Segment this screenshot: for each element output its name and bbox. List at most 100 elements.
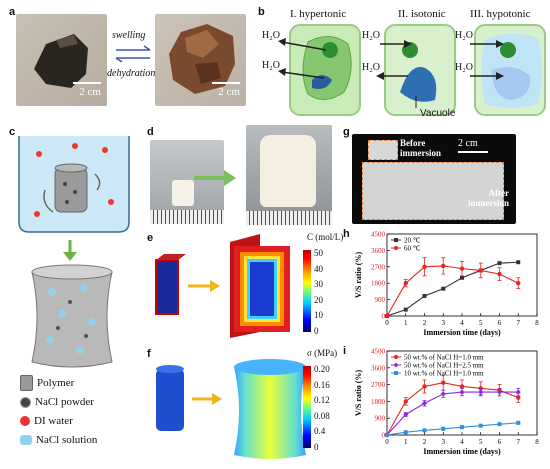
- legend-label: 20 ℃: [404, 237, 421, 245]
- legend-label: 60 ℃: [404, 245, 421, 253]
- legend-nacl-powder: NaCl powder: [20, 396, 94, 408]
- x-tick-label: 0: [385, 438, 389, 446]
- data-point: [441, 426, 446, 431]
- after-photo: [246, 125, 332, 225]
- data-point: [496, 389, 503, 395]
- data-point: [478, 268, 483, 273]
- swollen-sample-image: [169, 24, 235, 94]
- colorbar-title: C (mol/L): [307, 232, 344, 242]
- data-point: [403, 430, 408, 435]
- panel-label-g: g: [343, 126, 350, 138]
- data-point: [422, 428, 427, 433]
- y-tick-label: 0: [382, 313, 386, 321]
- swollen-sample: [260, 135, 316, 207]
- x-tick-label: 2: [423, 438, 427, 446]
- down-arrow: [63, 240, 77, 261]
- polymer-icon: [20, 375, 33, 391]
- h2o-label: H₂O: [455, 62, 473, 73]
- y-tick-label: 900: [375, 415, 386, 423]
- dry-sample-photo: 2 cm: [16, 14, 107, 106]
- beaker-schematic: [18, 136, 130, 233]
- data-point: [441, 263, 446, 269]
- cell-osmosis-diagram: [278, 24, 546, 116]
- data-point: [516, 260, 521, 265]
- x-tick-label: 8: [535, 438, 539, 446]
- panel-label-i: i: [343, 345, 347, 357]
- colorbar: [303, 250, 311, 332]
- x-tick-label: 2: [423, 319, 427, 327]
- x-axis-label: Immersion time (days): [423, 328, 501, 337]
- data-point: [403, 411, 409, 418]
- nacl-solution-icon: [20, 435, 32, 445]
- after-sample: [362, 162, 504, 220]
- y-tick-label: 1800: [371, 280, 386, 288]
- colorbar: [303, 366, 311, 448]
- panel-label-c: c: [9, 126, 16, 138]
- panel-label-a: a: [9, 6, 16, 18]
- data-point: [497, 422, 502, 427]
- data-point: [497, 271, 502, 277]
- stress-simulation: [156, 359, 306, 459]
- series-line: [386, 422, 519, 436]
- scale-bar-text: 2 cm: [458, 138, 478, 149]
- x-tick-label: 1: [404, 319, 408, 327]
- data-point: [422, 384, 427, 389]
- legend-marker: [394, 371, 398, 375]
- colorbar-ticks: 0.20 0.16 0.12 0.08 0.4 0: [314, 364, 330, 452]
- data-point: [516, 281, 521, 286]
- x-tick-label: 1: [404, 438, 408, 446]
- chart-h: 0 1 2 3 4 5 6 7 8 0 900 1800 2700 3600 4500 Immersion t…: [354, 231, 539, 338]
- x-tick-label: 6: [498, 438, 502, 446]
- data-point: [421, 400, 428, 406]
- x-tick-label: 8: [535, 319, 539, 327]
- before-sample: [368, 140, 398, 160]
- data-point: [459, 266, 465, 271]
- swelling-label: swelling: [112, 30, 146, 41]
- data-point: [385, 433, 389, 437]
- y-axis-label: V/S ratio (%): [354, 252, 363, 299]
- data-point: [478, 389, 484, 395]
- scale-bar-text: 2 cm: [79, 86, 101, 98]
- legend-marker: [393, 362, 399, 368]
- vacuole-label: Vacuole: [420, 108, 456, 119]
- h2o-label: H₂O: [362, 30, 380, 41]
- data-point: [515, 389, 521, 395]
- x-tick-label: 7: [517, 319, 521, 327]
- data-point: [440, 391, 446, 397]
- hypotonic-title: III. hypotonic: [470, 8, 531, 20]
- panel-label-f: f: [147, 348, 151, 360]
- y-tick-label: 0: [382, 432, 386, 440]
- isotonic-title: II. isotonic: [398, 8, 446, 20]
- h2o-label: H₂O: [362, 62, 380, 73]
- before-photo: [150, 140, 224, 224]
- data-point: [459, 389, 465, 395]
- small-sample: [172, 180, 194, 206]
- scale-bar: [212, 82, 240, 84]
- h2o-label: H₂O: [455, 30, 473, 41]
- legend-label: 50 wt.% of NaCl H=2.5 mm: [404, 362, 484, 370]
- y-tick-label: 3600: [371, 247, 386, 255]
- h2o-label: H₂O: [262, 60, 280, 71]
- legend-nacl-solution: NaCl solution: [20, 434, 97, 446]
- before-label: Before immersion: [400, 138, 441, 158]
- ruler: [246, 211, 332, 225]
- h2o-label: H₂O: [262, 30, 280, 41]
- scale-bar-text: 2 cm: [218, 86, 240, 98]
- series-line: [386, 382, 519, 436]
- data-point: [460, 425, 464, 430]
- after-label: After immersion: [468, 188, 509, 208]
- panel-label-b: b: [258, 6, 265, 18]
- chart-i: 0 1 2 3 4 5 6 7 8 0 900 1800 2700 3600 4500 Immersion t…: [354, 348, 539, 457]
- hypertonic-title: I. hypertonic: [290, 8, 347, 20]
- x-axis-label: Immersion time (days): [423, 447, 501, 456]
- series-line: [386, 391, 519, 436]
- legend-marker: [394, 355, 398, 359]
- immersion-photo: Before immersion 2 cm After immersion: [352, 134, 516, 224]
- y-tick-label: 900: [375, 296, 386, 304]
- y-axis-label: V/S ratio (%): [354, 370, 363, 417]
- nacl-powder-icon: [20, 396, 31, 408]
- right-arrow: [194, 170, 236, 186]
- x-tick-label: 4: [460, 438, 464, 446]
- reversible-arrow: [115, 45, 151, 63]
- scale-bar: [73, 82, 101, 84]
